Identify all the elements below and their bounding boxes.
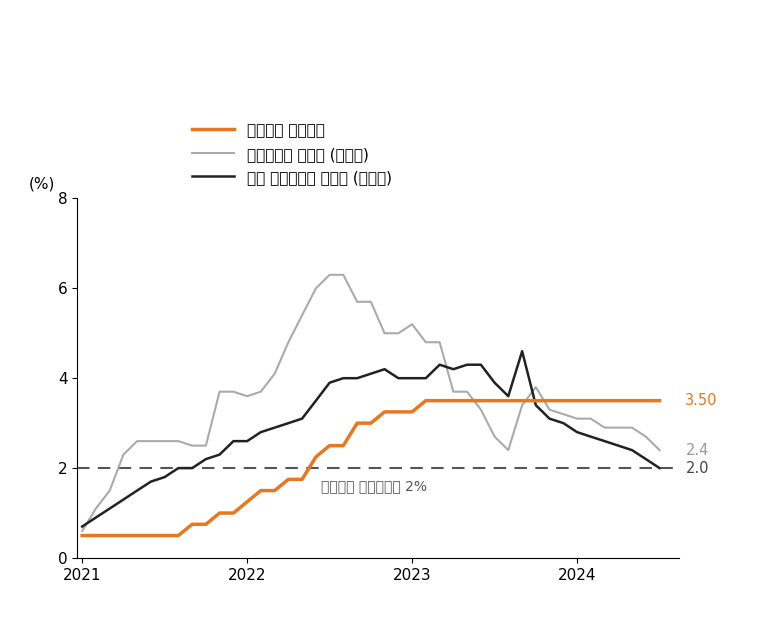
- Text: 3.50: 3.50: [686, 393, 718, 408]
- Text: (%): (%): [29, 176, 56, 191]
- Text: 2.0: 2.0: [686, 461, 709, 476]
- Legend: 한국은행 기준금리, 소비자물가 상승률 (전년비), 근원 소비자물가 상승률 (전년비): 한국은행 기준금리, 소비자물가 상승률 (전년비), 근원 소비자물가 상승률…: [185, 117, 398, 191]
- Text: 2.4: 2.4: [686, 443, 709, 458]
- Text: 한국은행 물가목표치 2%: 한국은행 물가목표치 2%: [321, 479, 428, 494]
